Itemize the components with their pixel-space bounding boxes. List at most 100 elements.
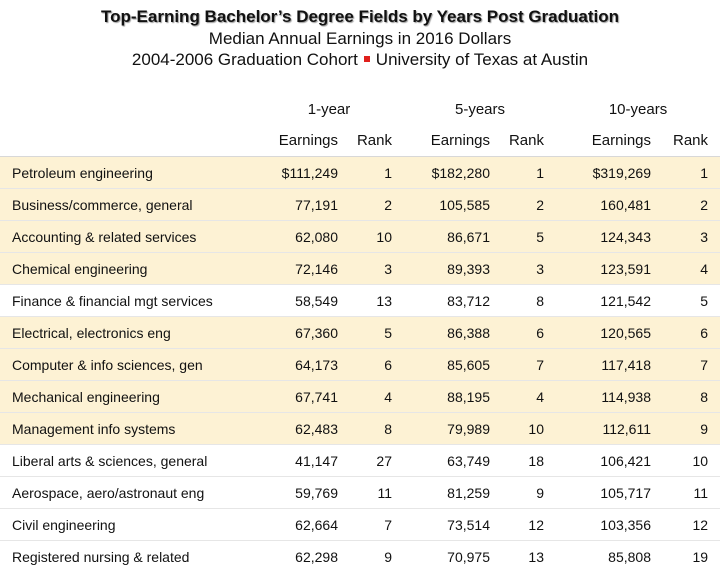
rank-10yr-cell: 8 — [663, 381, 720, 413]
rank-5yr-cell: 4 — [502, 381, 556, 413]
earnings-1yr-cell: 67,360 — [254, 317, 350, 349]
field-cell: Civil engineering — [0, 509, 254, 541]
earnings-10yr-cell: 120,565 — [556, 317, 663, 349]
field-cell: Management info systems — [0, 413, 254, 445]
rank-10yr-cell: 9 — [663, 413, 720, 445]
earnings-10yr-cell: 123,591 — [556, 253, 663, 285]
earnings-10yr-cell: 105,717 — [556, 477, 663, 509]
rank-10yr-cell: 4 — [663, 253, 720, 285]
earnings-5yr-cell: 86,388 — [404, 317, 502, 349]
subheader-earnings-1: Earnings — [254, 124, 350, 157]
earnings-1yr-cell: 77,191 — [254, 189, 350, 221]
earnings-1yr-cell: $111,249 — [254, 157, 350, 189]
field-cell: Finance & financial mgt services — [0, 285, 254, 317]
earnings-10yr-cell: 114,938 — [556, 381, 663, 413]
earnings-table: 1-year 5-years 10-years Earnings Rank Ea… — [0, 94, 720, 572]
cohort-line: 2004-2006 Graduation Cohort University of… — [0, 49, 720, 70]
earnings-5yr-cell: $182,280 — [404, 157, 502, 189]
earnings-1yr-cell: 62,664 — [254, 509, 350, 541]
rank-10yr-cell: 11 — [663, 477, 720, 509]
earnings-10yr-cell: 124,343 — [556, 221, 663, 253]
rank-1yr-cell: 3 — [350, 253, 404, 285]
earnings-1yr-cell: 41,147 — [254, 445, 350, 477]
rank-5yr-cell: 18 — [502, 445, 556, 477]
earnings-1yr-cell: 67,741 — [254, 381, 350, 413]
earnings-1yr-cell: 62,483 — [254, 413, 350, 445]
rank-5yr-cell: 1 — [502, 157, 556, 189]
rank-10yr-cell: 5 — [663, 285, 720, 317]
rank-5yr-cell: 10 — [502, 413, 556, 445]
earnings-5yr-cell: 81,259 — [404, 477, 502, 509]
field-cell: Chemical engineering — [0, 253, 254, 285]
rank-1yr-cell: 11 — [350, 477, 404, 509]
rank-10yr-cell: 19 — [663, 541, 720, 572]
earnings-10yr-cell: 106,421 — [556, 445, 663, 477]
subheader-rank-5: Rank — [502, 124, 556, 157]
earnings-5yr-cell: 63,749 — [404, 445, 502, 477]
rank-10yr-cell: 12 — [663, 509, 720, 541]
earnings-5yr-cell: 105,585 — [404, 189, 502, 221]
earnings-1yr-cell: 62,298 — [254, 541, 350, 572]
sub-header-row: Earnings Rank Earnings Rank Earnings Ran… — [0, 124, 720, 157]
field-cell: Business/commerce, general — [0, 189, 254, 221]
empty-header-cell — [0, 94, 254, 124]
institution-label: University of Texas at Austin — [376, 50, 588, 69]
earnings-10yr-cell: 160,481 — [556, 189, 663, 221]
field-cell: Liberal arts & sciences, general — [0, 445, 254, 477]
cohort-label: 2004-2006 Graduation Cohort — [132, 50, 358, 69]
field-cell: Aerospace, aero/astronaut eng — [0, 477, 254, 509]
page-subtitle: Median Annual Earnings in 2016 Dollars — [0, 28, 720, 49]
rank-1yr-cell: 6 — [350, 349, 404, 381]
title-block: Top-Earning Bachelor’s Degree Fields by … — [0, 6, 720, 70]
earnings-10yr-cell: 117,418 — [556, 349, 663, 381]
rank-10yr-cell: 10 — [663, 445, 720, 477]
earnings-10yr-cell: 103,356 — [556, 509, 663, 541]
group-header-1-year: 1-year — [254, 94, 404, 124]
rank-1yr-cell: 27 — [350, 445, 404, 477]
rank-5yr-cell: 6 — [502, 317, 556, 349]
rank-10yr-cell: 7 — [663, 349, 720, 381]
earnings-10yr-cell: $319,269 — [556, 157, 663, 189]
earnings-5yr-cell: 86,671 — [404, 221, 502, 253]
rank-1yr-cell: 1 — [350, 157, 404, 189]
subheader-rank-10: Rank — [663, 124, 720, 157]
page-title: Top-Earning Bachelor’s Degree Fields by … — [0, 6, 720, 28]
rank-5yr-cell: 2 — [502, 189, 556, 221]
earnings-5yr-cell: 88,195 — [404, 381, 502, 413]
earnings-10yr-cell: 85,808 — [556, 541, 663, 572]
rank-1yr-cell: 7 — [350, 509, 404, 541]
earnings-1yr-cell: 58,549 — [254, 285, 350, 317]
field-cell: Petroleum engineering — [0, 157, 254, 189]
earnings-5yr-cell: 89,393 — [404, 253, 502, 285]
group-header-5-years: 5-years — [404, 94, 556, 124]
rank-10yr-cell: 1 — [663, 157, 720, 189]
rank-1yr-cell: 5 — [350, 317, 404, 349]
field-cell: Accounting & related services — [0, 221, 254, 253]
rank-10yr-cell: 2 — [663, 189, 720, 221]
earnings-1yr-cell: 62,080 — [254, 221, 350, 253]
subheader-rank-1: Rank — [350, 124, 404, 157]
rank-1yr-cell: 2 — [350, 189, 404, 221]
rank-1yr-cell: 13 — [350, 285, 404, 317]
rank-10yr-cell: 6 — [663, 317, 720, 349]
earnings-5yr-cell: 73,514 — [404, 509, 502, 541]
rank-5yr-cell: 5 — [502, 221, 556, 253]
separator-square-icon — [364, 56, 370, 62]
field-cell: Registered nursing & related — [0, 541, 254, 572]
rank-5yr-cell: 8 — [502, 285, 556, 317]
rank-5yr-cell: 12 — [502, 509, 556, 541]
empty-subheader-cell — [0, 124, 254, 157]
rank-5yr-cell: 9 — [502, 477, 556, 509]
rank-10yr-cell: 3 — [663, 221, 720, 253]
